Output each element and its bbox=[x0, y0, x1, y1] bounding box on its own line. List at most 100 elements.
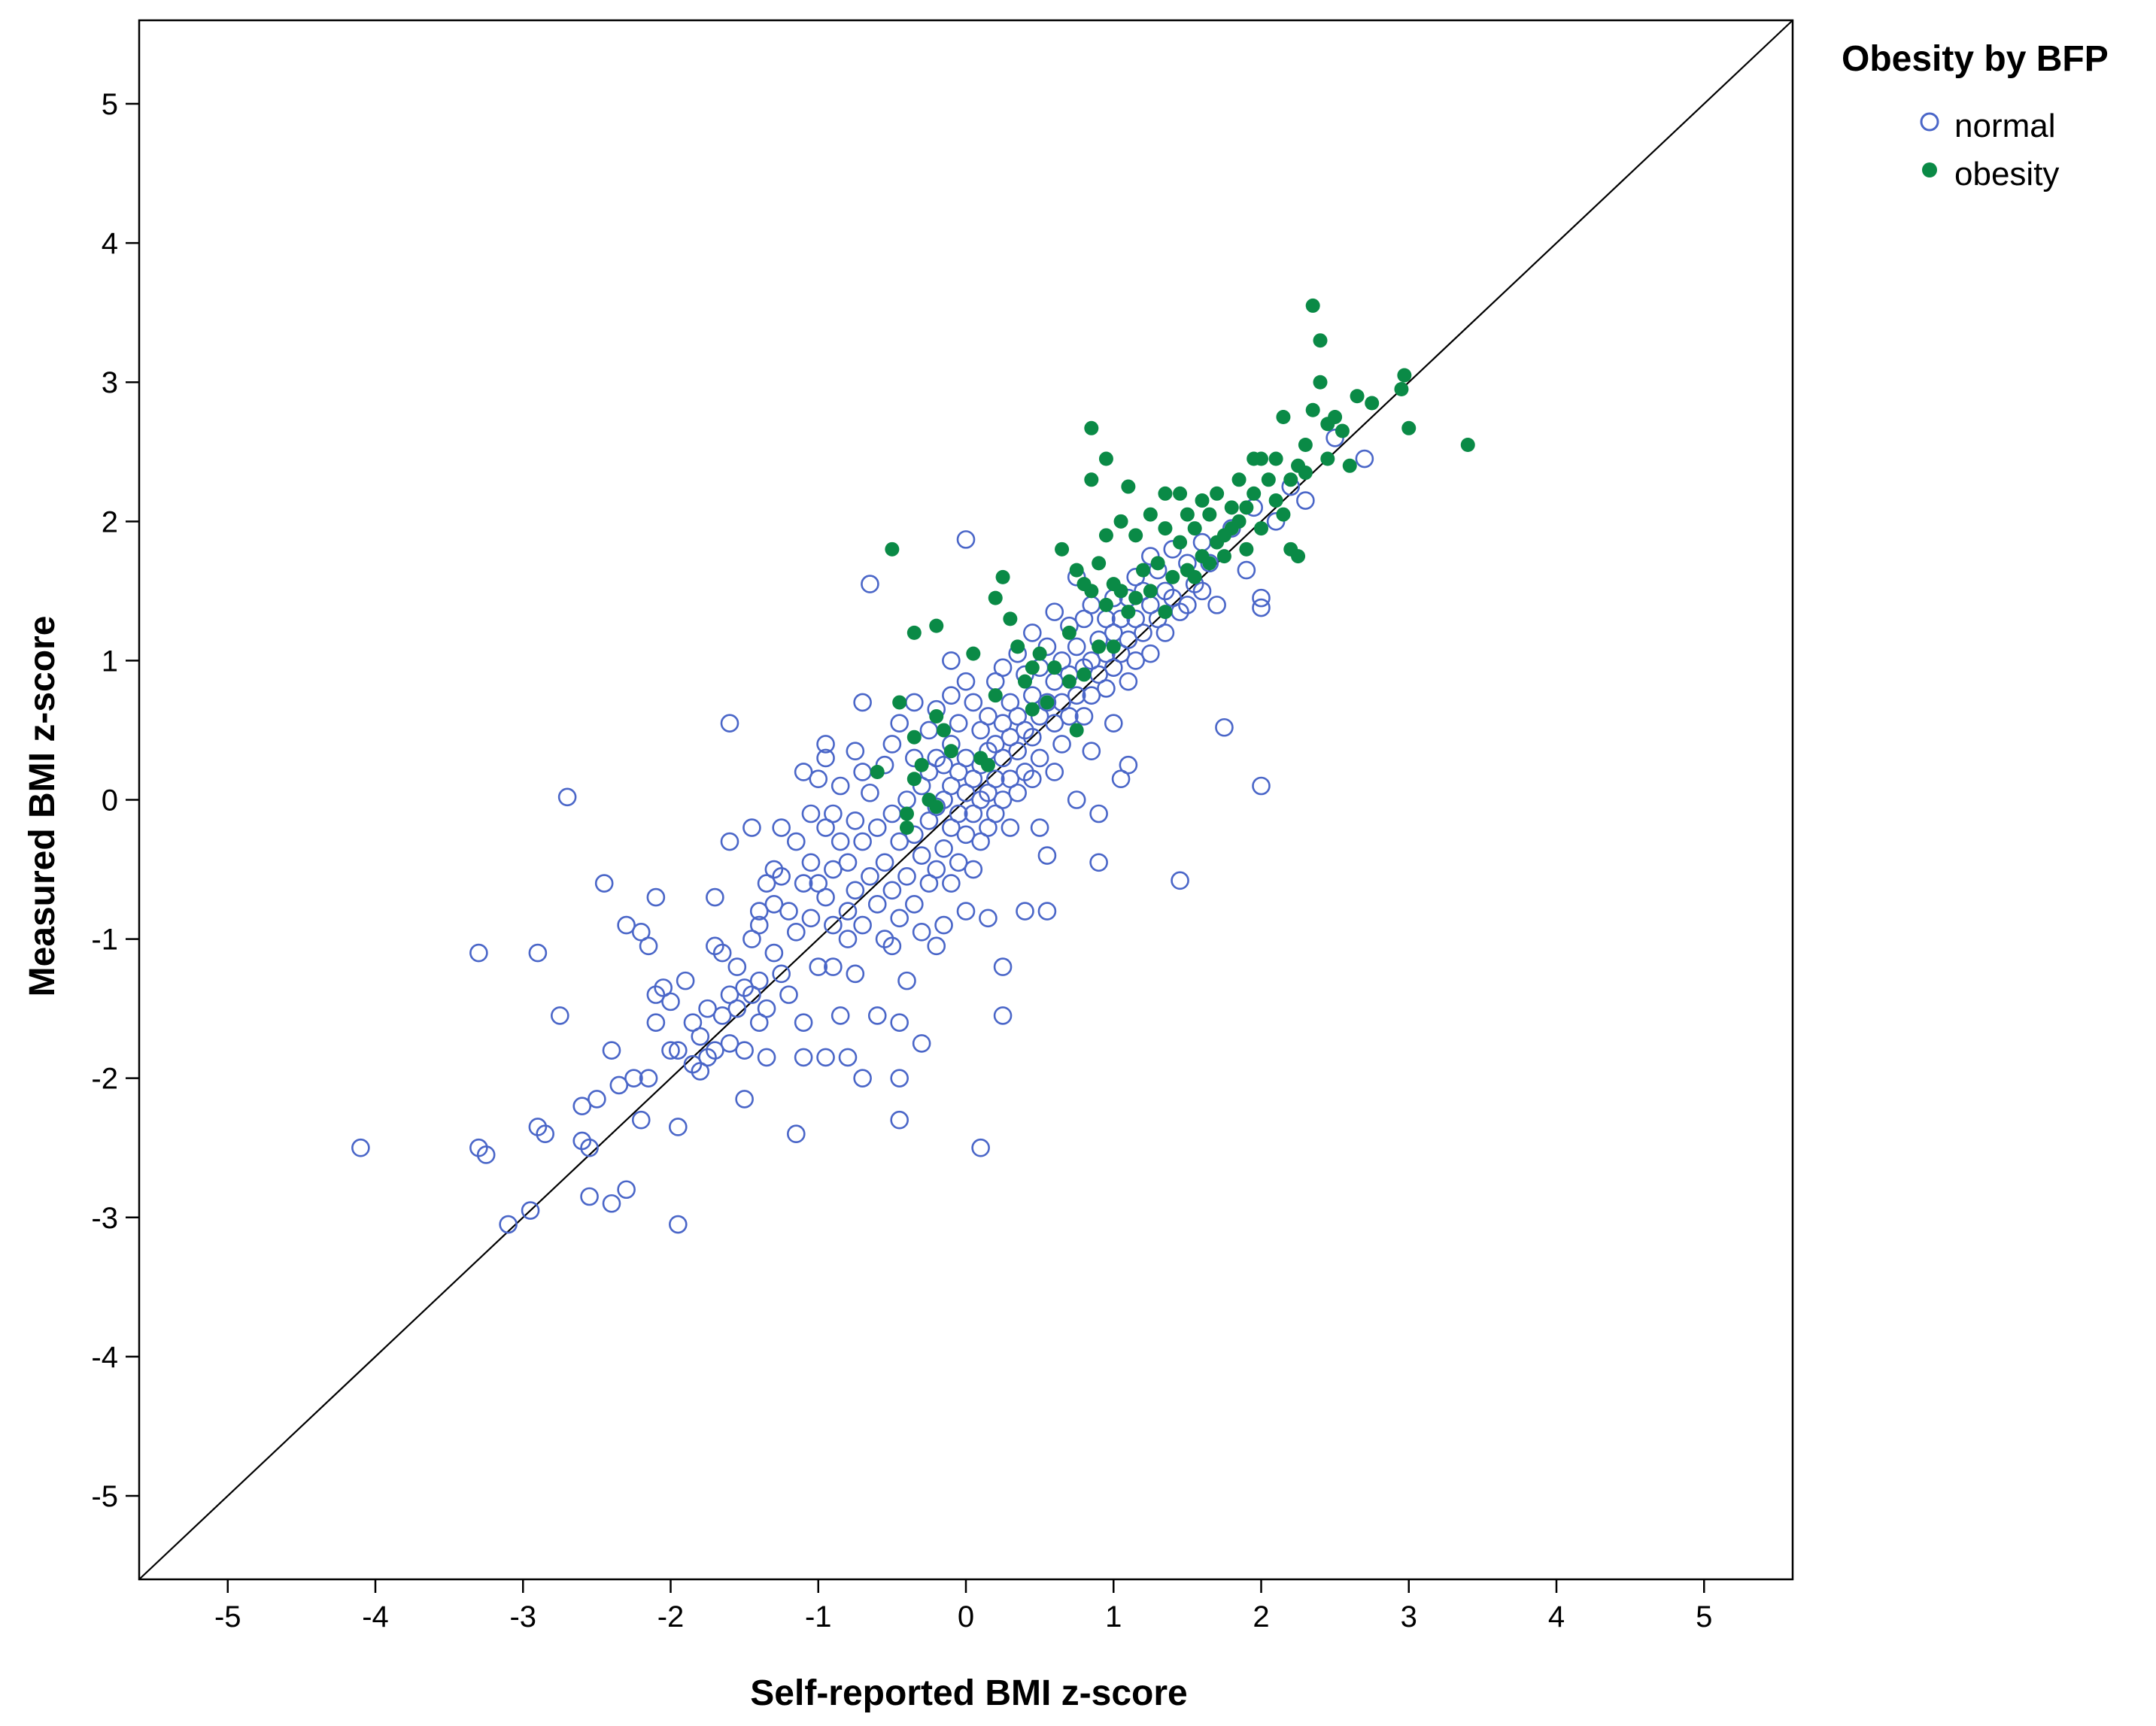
point-obesity bbox=[1254, 521, 1268, 536]
point-obesity bbox=[1254, 451, 1268, 466]
point-normal bbox=[1082, 742, 1101, 761]
point-normal bbox=[1067, 637, 1086, 657]
y-tick-label: 0 bbox=[102, 784, 118, 817]
point-normal bbox=[979, 909, 998, 928]
point-normal bbox=[1082, 686, 1101, 705]
axes: -5 -4 -3 -2 -1 0 1 2 3 4 5 -5 -4 -3 -2 -1 0 1 2 3 4 5 bbox=[91, 19, 1794, 1633]
y-tick-label: -5 bbox=[91, 1480, 118, 1513]
point-normal bbox=[949, 853, 968, 872]
point-normal bbox=[1001, 727, 1020, 747]
point-obesity bbox=[1158, 605, 1173, 620]
point-obesity bbox=[1092, 639, 1107, 654]
point-normal bbox=[964, 693, 983, 712]
point-normal bbox=[727, 957, 747, 976]
point-normal bbox=[942, 686, 961, 705]
point-obesity bbox=[906, 772, 922, 787]
point-obesity bbox=[1084, 420, 1099, 435]
point-obesity bbox=[1268, 451, 1283, 466]
point-normal bbox=[853, 832, 872, 851]
point-normal bbox=[1126, 651, 1145, 670]
point-normal bbox=[720, 985, 739, 1004]
x-tick-label: -5 bbox=[214, 1600, 241, 1633]
point-normal bbox=[853, 693, 872, 712]
point-normal bbox=[772, 964, 791, 984]
point-normal bbox=[1082, 651, 1101, 670]
x-tick-label: 0 bbox=[958, 1600, 974, 1633]
point-normal bbox=[557, 787, 577, 807]
point-normal bbox=[890, 1013, 909, 1032]
point-normal bbox=[882, 735, 902, 754]
point-normal bbox=[1163, 588, 1183, 608]
point-normal bbox=[1192, 581, 1212, 601]
point-normal bbox=[720, 1034, 739, 1053]
legend-label-normal: normal bbox=[1954, 108, 2056, 144]
point-normal bbox=[964, 769, 983, 789]
point-normal bbox=[816, 748, 835, 768]
point-obesity bbox=[1003, 611, 1018, 626]
point-normal bbox=[1030, 818, 1049, 837]
point-normal bbox=[985, 769, 1005, 789]
point-obesity bbox=[1098, 597, 1113, 612]
point-normal bbox=[609, 1075, 629, 1095]
point-normal bbox=[706, 887, 724, 907]
point-obesity bbox=[1061, 625, 1076, 640]
x-tick-label: 2 bbox=[1253, 1600, 1269, 1633]
point-normal bbox=[801, 853, 821, 872]
point-normal bbox=[536, 1124, 554, 1144]
y-tick-label: 1 bbox=[102, 645, 118, 678]
point-obesity bbox=[1350, 389, 1365, 404]
point-normal bbox=[801, 909, 821, 928]
point-obesity bbox=[1113, 514, 1128, 529]
point-obesity bbox=[1335, 423, 1350, 438]
point-obesity bbox=[1158, 521, 1173, 536]
point-obesity bbox=[1365, 396, 1380, 411]
point-normal bbox=[971, 1138, 990, 1157]
point-obesity bbox=[1401, 420, 1417, 435]
y-tick-label: -2 bbox=[91, 1063, 118, 1096]
point-obesity bbox=[1113, 584, 1128, 599]
point-normal bbox=[824, 804, 843, 824]
point-normal bbox=[772, 866, 791, 886]
point-normal bbox=[838, 1048, 858, 1067]
point-obesity bbox=[1173, 486, 1188, 501]
point-normal bbox=[749, 1013, 769, 1032]
point-normal bbox=[735, 1041, 754, 1060]
point-obesity bbox=[1010, 639, 1025, 654]
point-normal bbox=[1008, 742, 1027, 761]
point-normal bbox=[1237, 560, 1256, 580]
point-normal bbox=[794, 874, 813, 893]
point-normal bbox=[919, 811, 939, 830]
point-normal bbox=[749, 915, 769, 935]
point-normal bbox=[853, 915, 872, 935]
point-normal bbox=[897, 866, 916, 886]
point-normal bbox=[1104, 658, 1123, 677]
point-obesity bbox=[1342, 458, 1357, 473]
point-obesity bbox=[988, 688, 1003, 703]
point-normal bbox=[942, 818, 961, 837]
point-normal bbox=[602, 1194, 621, 1213]
point-normal bbox=[831, 1006, 850, 1025]
point-normal bbox=[949, 714, 968, 733]
point-normal bbox=[1045, 714, 1064, 733]
point-obesity bbox=[1084, 472, 1099, 487]
point-normal bbox=[588, 1090, 606, 1109]
point-obesity bbox=[1247, 486, 1262, 501]
y-tick-label: -4 bbox=[91, 1341, 118, 1374]
point-normal bbox=[1171, 871, 1189, 890]
point-normal bbox=[1155, 623, 1175, 642]
point-normal bbox=[617, 915, 636, 935]
point-normal bbox=[551, 1006, 569, 1025]
point-normal bbox=[1052, 735, 1071, 754]
point-normal bbox=[919, 720, 939, 740]
point-obesity bbox=[1394, 381, 1409, 396]
point-normal bbox=[853, 763, 872, 781]
point-normal bbox=[1097, 679, 1116, 698]
point-normal bbox=[654, 978, 673, 997]
point-normal bbox=[890, 714, 909, 733]
point-normal bbox=[912, 846, 931, 865]
identity-line bbox=[138, 20, 1793, 1580]
point-normal bbox=[691, 1027, 710, 1046]
point-normal bbox=[1215, 717, 1234, 737]
point-obesity bbox=[937, 723, 952, 738]
point-normal bbox=[942, 874, 961, 893]
